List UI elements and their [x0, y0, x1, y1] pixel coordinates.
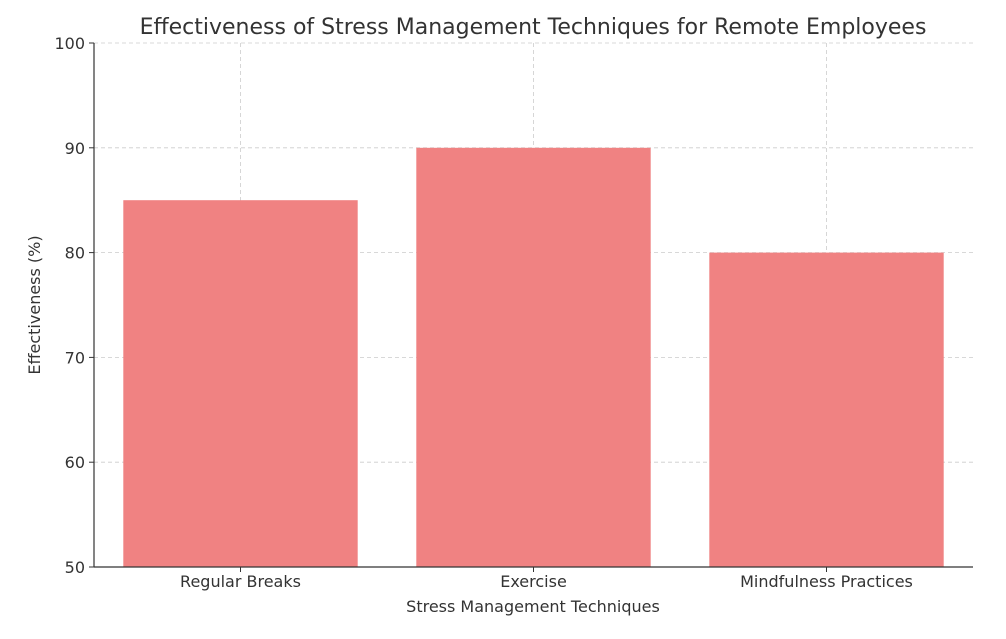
chart-title: Effectiveness of Stress Management Techn…	[140, 15, 927, 40]
y-axis-label: Effectiveness (%)	[25, 235, 44, 374]
y-tick-label: 50	[65, 558, 85, 577]
x-axis-label: Stress Management Techniques	[406, 597, 660, 616]
y-tick-label: 100	[54, 34, 85, 53]
y-tick-label: 90	[65, 139, 85, 158]
y-tick-label: 80	[65, 244, 85, 263]
bar-exercise	[416, 147, 651, 568]
x-tick-label: Regular Breaks	[180, 572, 301, 591]
bar-regular-breaks	[123, 200, 358, 567]
x-tick-label: Exercise	[500, 572, 567, 591]
x-tick-label: Mindfulness Practices	[740, 572, 913, 591]
y-tick-label: 70	[65, 348, 85, 367]
bars	[123, 147, 944, 568]
y-tick-label: 60	[65, 453, 85, 472]
bar-mindfulness-practices	[709, 252, 944, 567]
x-axis-ticks: Regular Breaks Exercise Mindfulness Practi…	[180, 567, 913, 591]
y-axis-ticks: 50 60 70 80 90 100	[54, 34, 94, 577]
